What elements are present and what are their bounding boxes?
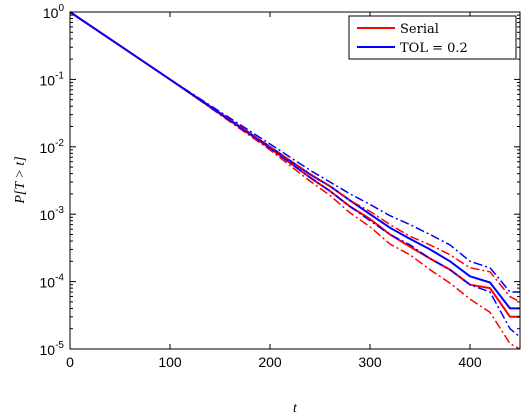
legend-label-tol: TOL = 0.2: [400, 41, 468, 56]
series-bound-line-4: [69, 11, 521, 338]
plot-frame: [69, 11, 521, 350]
x-axis-label: t: [293, 401, 298, 416]
x-tick-label: 400: [458, 354, 482, 370]
label-layer: 0 100 200 300 400 100 10-1 10-2 10-3 10-4 10-5: [40, 3, 482, 370]
series-bound-line-5: [69, 11, 520, 293]
y-tick-label: 10-4: [40, 273, 65, 291]
y-tick-label: 100: [43, 3, 65, 21]
series-bound-line-2: [69, 11, 521, 350]
legend-box: [348, 15, 517, 60]
y-tick-label: 10-2: [40, 138, 65, 156]
y-tick-label: 10-3: [40, 205, 65, 223]
x-tick-label: 300: [358, 354, 382, 370]
tick-layer: [69, 11, 520, 350]
x-tick-label: 0: [66, 354, 74, 370]
y-tick-label: 10-5: [40, 340, 65, 358]
series-bound-line-3: [69, 11, 521, 303]
x-tick-label: 200: [258, 354, 282, 370]
series-layer: [69, 11, 521, 350]
y-tick-label: 10-1: [40, 70, 65, 88]
y-axis-label: P[T > t]: [13, 156, 28, 204]
legend: Serial TOL = 0.2: [348, 15, 517, 60]
x-tick-label: 100: [158, 354, 182, 370]
legend-label-serial: Serial: [400, 22, 439, 37]
